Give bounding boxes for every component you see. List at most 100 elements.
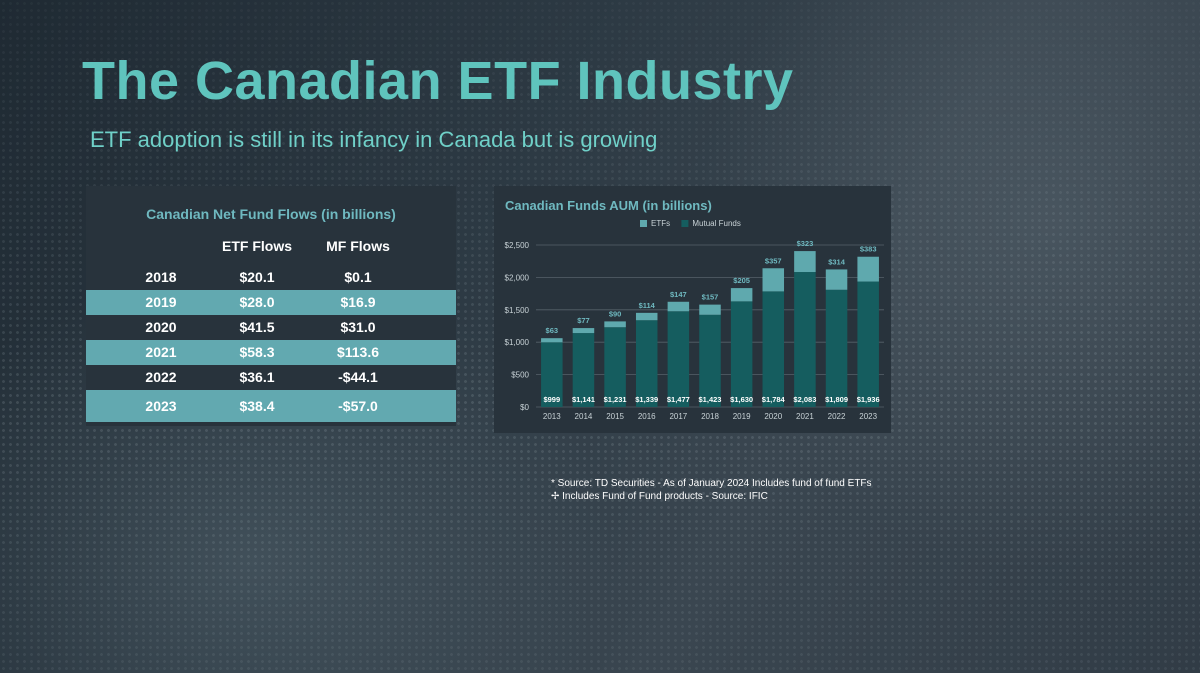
data-label-mutual-funds: $1,630 (730, 395, 753, 404)
row-etf-flow: $58.3 (239, 344, 275, 360)
x-tick-label: 2018 (701, 412, 719, 421)
legend-label: ETFs (651, 219, 670, 228)
data-label-etfs: $77 (577, 316, 590, 325)
row-mf-flow: $31.0 (340, 319, 376, 335)
bar-mutual-funds (635, 320, 658, 407)
data-label-mutual-funds: $1,477 (667, 395, 690, 404)
data-label-etfs: $114 (639, 301, 656, 310)
bar-etfs (794, 251, 816, 273)
bar-etfs (667, 301, 690, 312)
row-year: 2018 (145, 269, 177, 285)
x-tick-label: 2019 (733, 412, 751, 421)
x-tick-label: 2016 (638, 412, 656, 421)
row-etf-flow: $20.1 (239, 269, 275, 285)
data-label-etfs: $205 (733, 276, 750, 285)
x-tick-label: 2013 (543, 412, 561, 421)
bar-mutual-funds (541, 342, 563, 407)
row-mf-flow: $16.9 (340, 294, 376, 310)
data-label-mutual-funds: $2,083 (793, 395, 816, 404)
aum-chart: Canadian Funds AUM (in billions) ETFs Mutu… (505, 198, 884, 421)
chart-title: Canadian Funds AUM (in billions) (505, 198, 712, 213)
net-fund-flows-table: Canadian Net Fund Flows (in billions) ET… (86, 186, 456, 426)
row-year: 2022 (145, 369, 177, 385)
row-year: 2023 (145, 398, 177, 414)
bar-etfs (635, 312, 658, 321)
table-title: Canadian Net Fund Flows (in billions) (146, 206, 396, 222)
bar-etfs (825, 269, 848, 290)
slide-subtitle: ETF adoption is still in its infancy in … (90, 127, 658, 152)
x-tick-label: 2017 (669, 412, 687, 421)
bar-mutual-funds (572, 333, 595, 407)
data-label-etfs: $357 (765, 256, 782, 265)
data-label-mutual-funds: $1,339 (635, 395, 658, 404)
legend-swatch (681, 220, 689, 227)
y-tick-label: $2,000 (505, 273, 530, 282)
data-label-mutual-funds: $1,141 (572, 395, 595, 404)
table-row: 2022 $36.1 -$44.1 (86, 365, 456, 390)
bar-mutual-funds (857, 281, 879, 407)
bar-etfs (762, 268, 785, 292)
table-row: 2021 $58.3 $113.6 (86, 340, 456, 365)
bar-mutual-funds (762, 291, 785, 407)
bar-mutual-funds (730, 301, 753, 407)
row-mf-flow: -$44.1 (338, 369, 378, 385)
x-tick-label: 2023 (859, 412, 877, 421)
y-tick-label: $2,500 (505, 241, 530, 250)
data-label-etfs: $383 (860, 245, 877, 254)
data-label-etfs: $90 (609, 309, 622, 318)
x-tick-label: 2022 (828, 412, 846, 421)
row-mf-flow: -$57.0 (338, 398, 378, 414)
footnote-fund-of-fund: ✢ Includes Fund of Fund products - Sourc… (551, 491, 768, 502)
row-year: 2019 (145, 294, 177, 310)
bar-etfs (699, 304, 721, 315)
column-header-mf-flows: MF Flows (326, 238, 390, 254)
table-row: 2019 $28.0 $16.9 (86, 290, 456, 315)
data-label-etfs: $314 (828, 257, 846, 266)
data-label-etfs: $157 (702, 293, 719, 302)
bar-mutual-funds (794, 272, 816, 407)
y-tick-label: $500 (511, 371, 529, 380)
x-tick-label: 2015 (606, 412, 624, 421)
aum-chart-panel: Canadian Funds AUM (in billions) ETFs Mutu… (494, 186, 891, 433)
footnotes: * Source: TD Securities - As of January … (551, 477, 872, 503)
legend-label: Mutual Funds (692, 219, 740, 228)
row-mf-flow: $0.1 (344, 269, 372, 285)
y-tick-label: $0 (520, 403, 529, 412)
data-label-mutual-funds: $1,809 (825, 395, 848, 404)
slide-title: The Canadian ETF Industry (82, 51, 794, 111)
table-row: 2018 $20.1 $0.1 (86, 265, 456, 290)
row-etf-flow: $38.4 (239, 398, 275, 414)
x-tick-label: 2014 (575, 412, 593, 421)
data-label-etfs: $323 (797, 239, 814, 248)
bar-mutual-funds (699, 314, 721, 407)
row-year: 2021 (145, 344, 177, 360)
bar-mutual-funds (667, 311, 690, 407)
data-label-mutual-funds: $1,936 (857, 395, 880, 404)
row-year: 2020 (145, 319, 177, 335)
bar-mutual-funds (604, 327, 626, 407)
row-etf-flow: $36.1 (239, 369, 275, 385)
data-label-etfs: $63 (546, 326, 559, 335)
row-etf-flow: $28.0 (239, 294, 275, 310)
column-header-etf-flows: ETF Flows (222, 238, 292, 254)
y-tick-label: $1,000 (505, 338, 530, 347)
y-tick-label: $1,500 (505, 306, 530, 315)
bar-etfs (541, 338, 563, 343)
row-mf-flow: $113.6 (336, 344, 380, 360)
bar-mutual-funds (825, 289, 848, 407)
bar-etfs (857, 256, 879, 282)
data-label-mutual-funds: $999 (543, 395, 560, 404)
table-row: 2020 $41.5 $31.0 (86, 315, 456, 340)
bar-etfs (730, 288, 753, 302)
data-label-mutual-funds: $1,231 (604, 395, 627, 404)
bar-etfs (572, 328, 595, 334)
x-tick-label: 2021 (796, 412, 814, 421)
table-row: 2023 $38.4 -$57.0 (86, 390, 456, 422)
legend-swatch (640, 220, 647, 227)
data-label-mutual-funds: $1,423 (699, 395, 722, 404)
row-etf-flow: $41.5 (239, 319, 275, 335)
footnote-source: * Source: TD Securities - As of January … (551, 478, 872, 489)
data-label-etfs: $147 (670, 290, 687, 299)
bar-etfs (604, 321, 626, 328)
x-tick-label: 2020 (764, 412, 782, 421)
